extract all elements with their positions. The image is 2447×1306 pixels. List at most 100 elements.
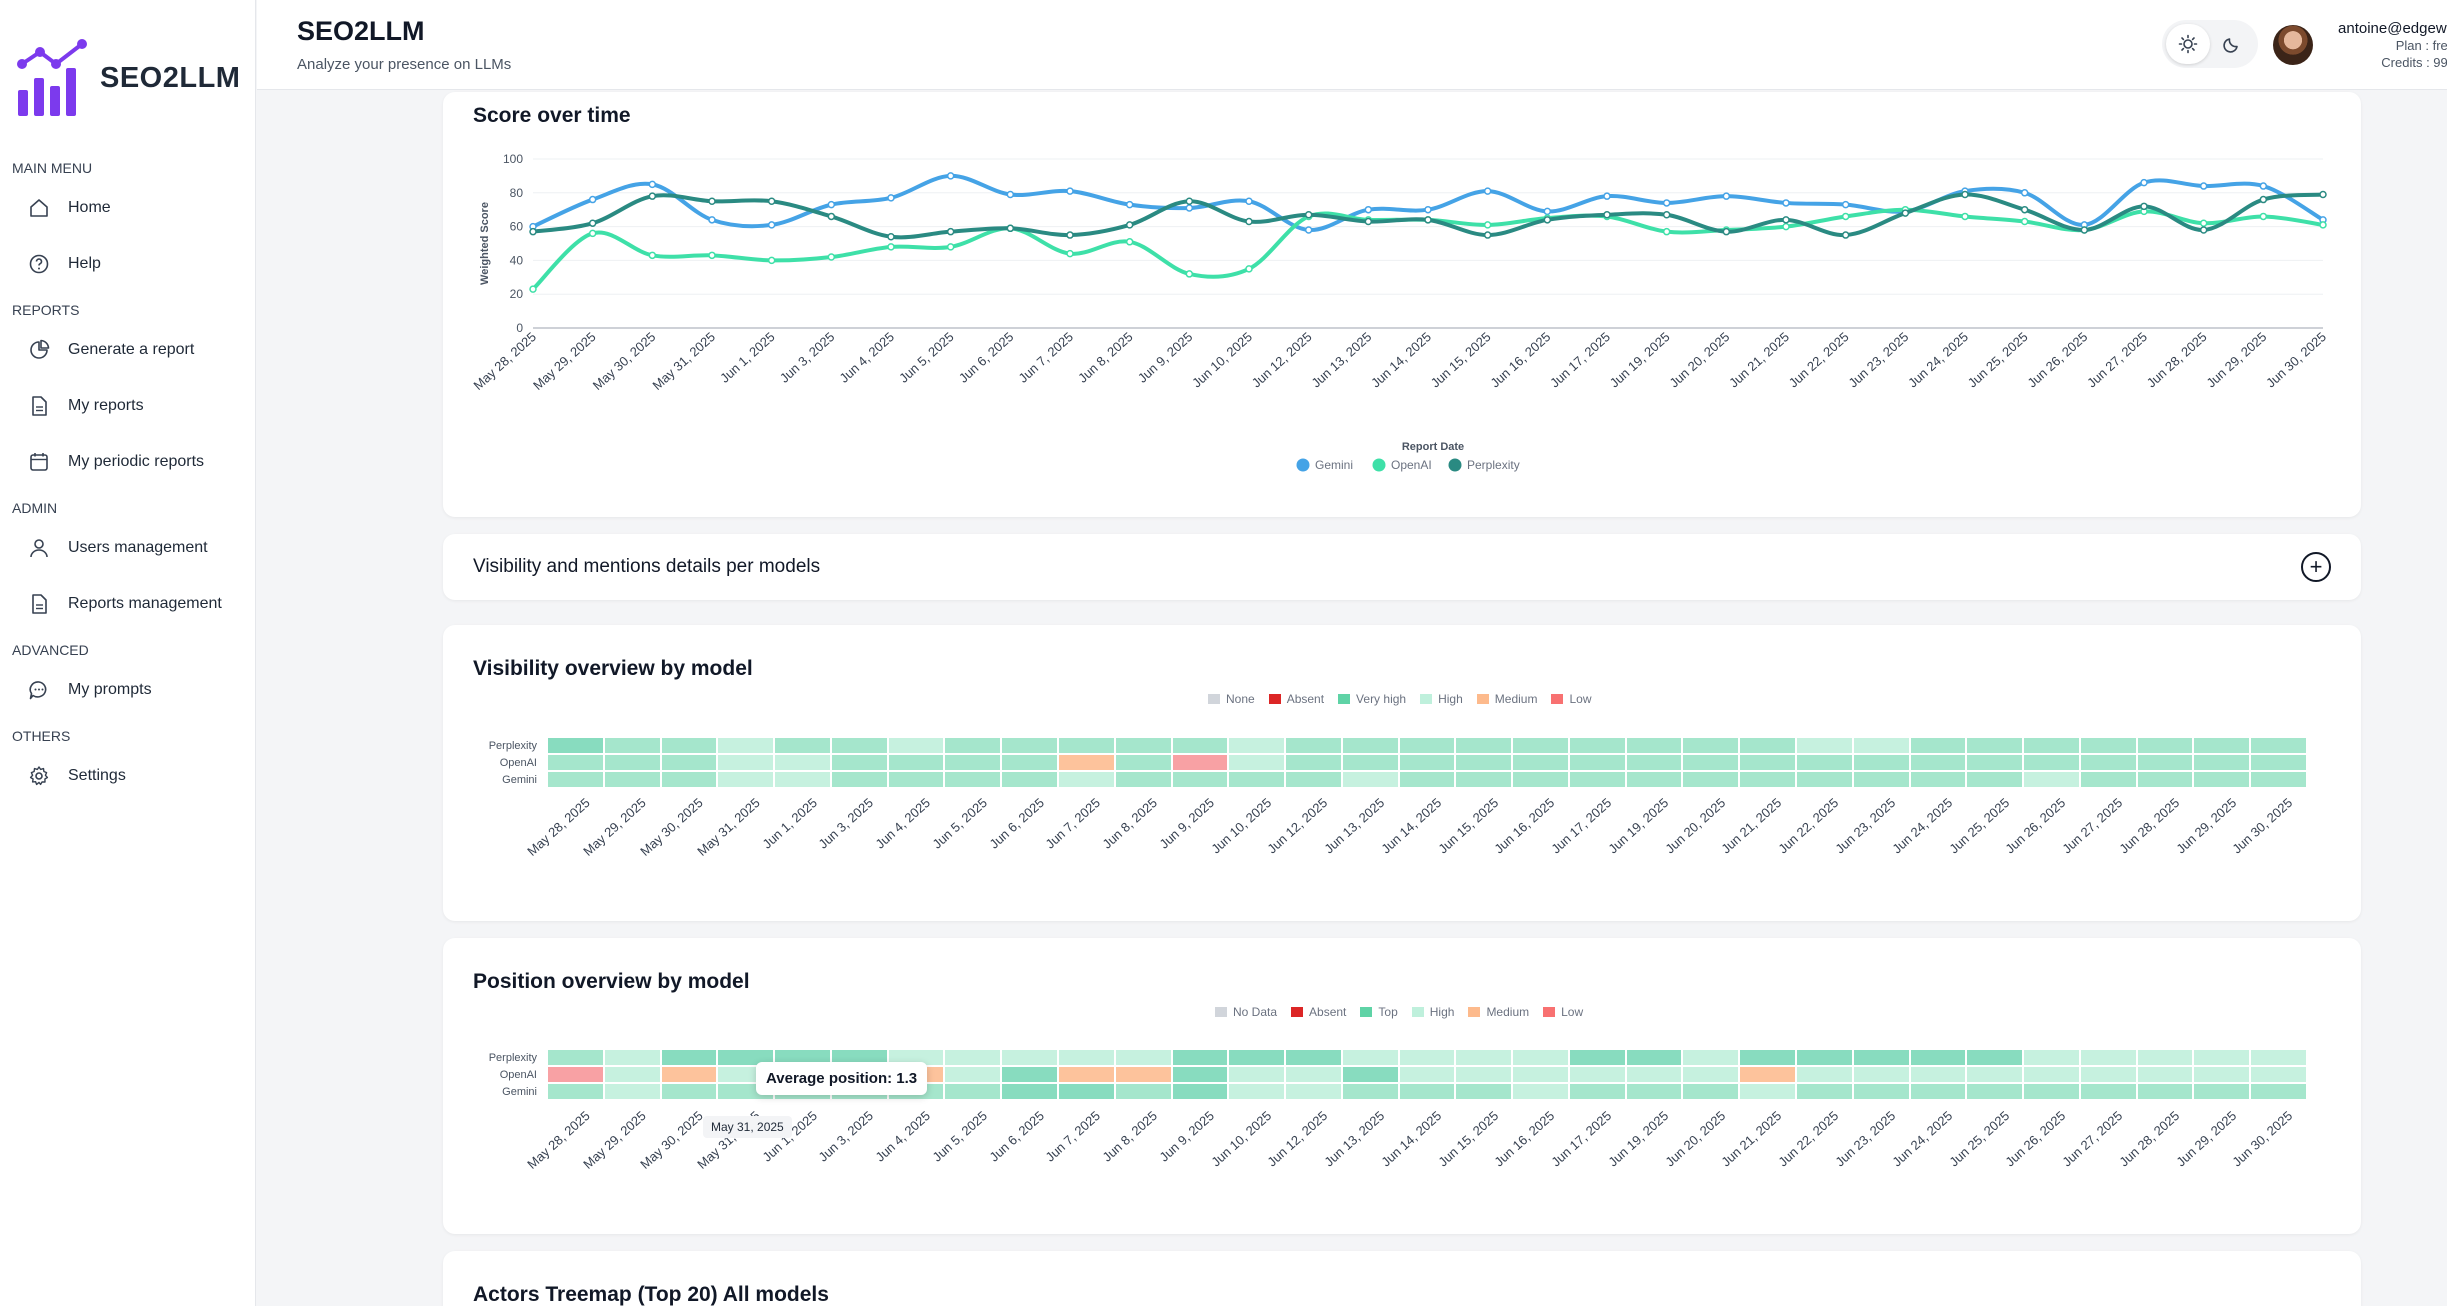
heatmap-cell[interactable] <box>1172 1084 1228 1099</box>
heatmap-cell[interactable] <box>1853 1050 1909 1065</box>
heatmap-cell[interactable] <box>1002 1067 1057 1082</box>
heatmap-cell[interactable] <box>1513 1084 1568 1099</box>
heatmap-cell[interactable] <box>1797 755 1852 770</box>
heatmap-cell[interactable] <box>1513 755 1568 770</box>
heatmap-cell[interactable] <box>1569 1050 1625 1065</box>
heatmap-cell[interactable] <box>2024 1050 2079 1065</box>
heatmap-cell[interactable] <box>1683 755 1739 770</box>
light-theme-button[interactable] <box>2166 24 2210 64</box>
heatmap-cell[interactable] <box>1002 1050 1057 1065</box>
heatmap-cell[interactable] <box>2024 1067 2079 1082</box>
heatmap-cell[interactable] <box>1910 755 1966 770</box>
heatmap-cell[interactable] <box>604 1084 660 1099</box>
heatmap-cell[interactable] <box>2194 772 2250 787</box>
heatmap-cell[interactable] <box>1399 755 1455 770</box>
sidebar-item-settings[interactable]: Settings <box>0 748 256 804</box>
heatmap-cell[interactable] <box>1058 772 1114 787</box>
heatmap-cell[interactable] <box>1229 1050 1285 1065</box>
heatmap-cell[interactable] <box>1513 1050 1568 1065</box>
heatmap-cell[interactable] <box>831 1050 887 1065</box>
heatmap-cell[interactable] <box>1626 772 1682 787</box>
heatmap-cell[interactable] <box>2251 772 2306 787</box>
heatmap-cell[interactable] <box>2251 738 2306 753</box>
heatmap-cell[interactable] <box>548 1084 603 1099</box>
heatmap-cell[interactable] <box>1172 1050 1228 1065</box>
heatmap-cell[interactable] <box>1967 1050 2023 1065</box>
heatmap-cell[interactable] <box>604 738 660 753</box>
logo[interactable]: SEO2LLM <box>14 38 240 118</box>
heatmap-cell[interactable] <box>2137 1050 2193 1065</box>
heatmap-cell[interactable] <box>2080 1084 2136 1099</box>
heatmap-cell[interactable] <box>604 1067 660 1082</box>
heatmap-cell[interactable] <box>945 1067 1001 1082</box>
heatmap-cell[interactable] <box>888 755 944 770</box>
heatmap-cell[interactable] <box>1853 755 1909 770</box>
heatmap-cell[interactable] <box>1740 755 1796 770</box>
heatmap-cell[interactable] <box>2194 1067 2250 1082</box>
heatmap-cell[interactable] <box>2137 755 2193 770</box>
heatmap-cell[interactable] <box>1002 738 1057 753</box>
heatmap-cell[interactable] <box>1513 1067 1568 1082</box>
heatmap-cell[interactable] <box>1002 1084 1057 1099</box>
sidebar-item-reports-management[interactable]: Reports management <box>0 576 256 632</box>
heatmap-cell[interactable] <box>1797 772 1852 787</box>
heatmap-cell[interactable] <box>548 738 603 753</box>
sidebar-item-my-periodic-reports[interactable]: My periodic reports <box>0 434 256 490</box>
heatmap-cell[interactable] <box>1683 772 1739 787</box>
sidebar-item-users-management[interactable]: Users management <box>0 520 256 576</box>
heatmap-cell[interactable] <box>1286 738 1341 753</box>
heatmap-cell[interactable] <box>1286 772 1341 787</box>
heatmap-cell[interactable] <box>775 772 830 787</box>
heatmap-cell[interactable] <box>1967 1067 2023 1082</box>
heatmap-cell[interactable] <box>1229 1084 1285 1099</box>
heatmap-cell[interactable] <box>2194 755 2250 770</box>
heatmap-cell[interactable] <box>1626 1050 1682 1065</box>
sidebar-item-help[interactable]: Help <box>0 236 256 292</box>
heatmap-cell[interactable] <box>1683 1084 1739 1099</box>
heatmap-cell[interactable] <box>1286 1084 1341 1099</box>
heatmap-cell[interactable] <box>1286 755 1341 770</box>
heatmap-cell[interactable] <box>1342 772 1398 787</box>
heatmap-cell[interactable] <box>2194 1050 2250 1065</box>
heatmap-cell[interactable] <box>718 772 774 787</box>
heatmap-cell[interactable] <box>1286 1050 1341 1065</box>
heatmap-cell[interactable] <box>2080 1050 2136 1065</box>
heatmap-cell[interactable] <box>1058 755 1114 770</box>
heatmap-cell[interactable] <box>1740 1050 1796 1065</box>
heatmap-cell[interactable] <box>775 738 830 753</box>
heatmap-cell[interactable] <box>661 1050 717 1065</box>
heatmap-cell[interactable] <box>1626 1067 1682 1082</box>
heatmap-cell[interactable] <box>548 1067 603 1082</box>
heatmap-cell[interactable] <box>1229 755 1285 770</box>
heatmap-cell[interactable] <box>1910 738 1966 753</box>
heatmap-cell[interactable] <box>548 1050 603 1065</box>
heatmap-cell[interactable] <box>661 772 717 787</box>
heatmap-cell[interactable] <box>1115 1050 1171 1065</box>
heatmap-cell[interactable] <box>1342 1067 1398 1082</box>
heatmap-cell[interactable] <box>831 738 887 753</box>
heatmap-cell[interactable] <box>1797 1067 1852 1082</box>
heatmap-cell[interactable] <box>2024 1084 2079 1099</box>
heatmap-cell[interactable] <box>1626 1084 1682 1099</box>
heatmap-cell[interactable] <box>1910 1050 1966 1065</box>
heatmap-cell[interactable] <box>1399 772 1455 787</box>
heatmap-cell[interactable] <box>548 772 603 787</box>
heatmap-cell[interactable] <box>1115 772 1171 787</box>
heatmap-cell[interactable] <box>1172 1067 1228 1082</box>
heatmap-cell[interactable] <box>1172 755 1228 770</box>
heatmap-cell[interactable] <box>1910 772 1966 787</box>
heatmap-cell[interactable] <box>1342 1050 1398 1065</box>
heatmap-cell[interactable] <box>1399 738 1455 753</box>
heatmap-cell[interactable] <box>1797 1050 1852 1065</box>
heatmap-cell[interactable] <box>1058 738 1114 753</box>
heatmap-cell[interactable] <box>1115 1084 1171 1099</box>
heatmap-cell[interactable] <box>1229 1067 1285 1082</box>
heatmap-cell[interactable] <box>1456 1084 1512 1099</box>
heatmap-cell[interactable] <box>1569 772 1625 787</box>
heatmap-cell[interactable] <box>831 772 887 787</box>
heatmap-cell[interactable] <box>1740 1084 1796 1099</box>
heatmap-cell[interactable] <box>718 1050 774 1065</box>
heatmap-cell[interactable] <box>661 738 717 753</box>
heatmap-cell[interactable] <box>2080 738 2136 753</box>
heatmap-cell[interactable] <box>1286 1067 1341 1082</box>
